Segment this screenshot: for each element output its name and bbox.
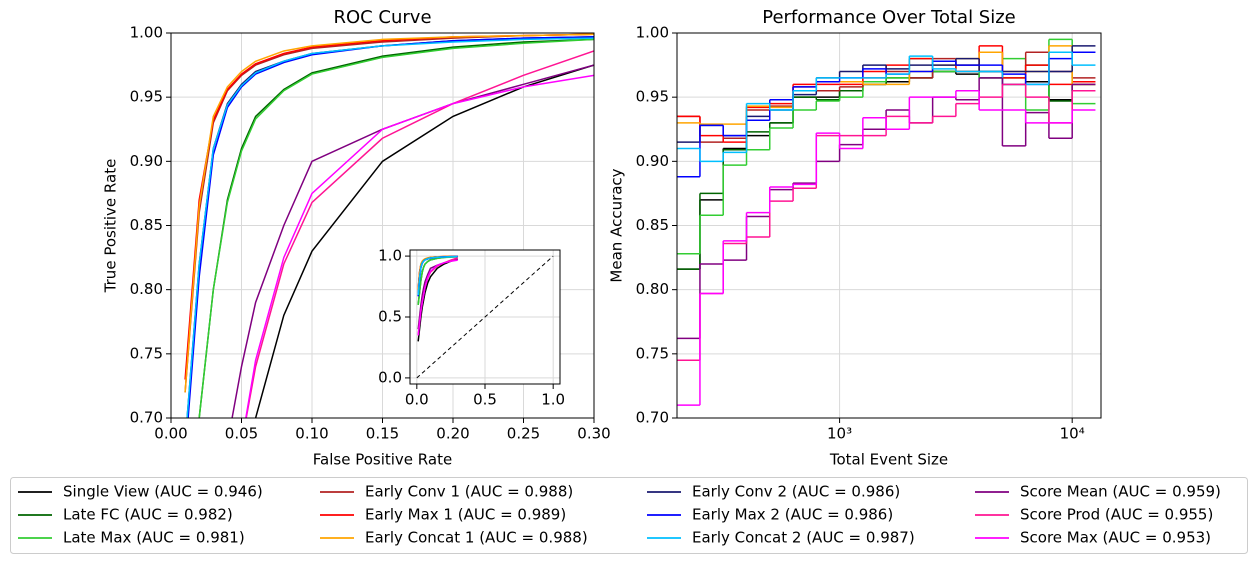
y-tick-label: 0.85: [636, 216, 669, 234]
x-tick-label: 0.25: [507, 425, 540, 443]
y-tick-label: 0.70: [130, 409, 163, 427]
x-tick-label: 0.10: [295, 425, 328, 443]
y-tick-label: 0.70: [636, 409, 669, 427]
x-tick-label: 10³: [827, 425, 852, 443]
plot-frame: [676, 32, 1102, 419]
roc-line: [245, 50, 594, 418]
x-tick-label: 0.15: [366, 425, 399, 443]
y-tick-label: 0.90: [130, 152, 163, 170]
legend-label: Late Max (AUC = 0.981): [63, 529, 245, 547]
plot-frame: [409, 249, 561, 385]
plot-marks: [416, 255, 554, 379]
y-tick-label: 0.5: [378, 308, 402, 326]
legend-label: Single View (AUC = 0.946): [63, 483, 263, 501]
y-tick-label: 1.0: [378, 247, 402, 265]
x-axis-label: Total Event Size: [829, 451, 948, 469]
y-tick-label: 0.90: [636, 152, 669, 170]
y-tick-label: 0.75: [130, 344, 163, 362]
chart-title: Performance Over Total Size: [762, 7, 1016, 28]
x-tick-label: 10⁴: [1060, 425, 1085, 443]
legend-label: Late FC (AUC = 0.982): [63, 506, 233, 524]
inset-roc-line: [417, 255, 458, 296]
y-axis-label: Mean Accuracy: [608, 168, 626, 282]
y-axis-label: True Positive Rate: [102, 159, 120, 294]
y-tick-label: 0.95: [636, 88, 669, 106]
legend-label: Score Max (AUC = 0.953): [1020, 529, 1211, 547]
y-tick-label: 1.00: [130, 24, 163, 42]
y-tick-label: 1.00: [636, 24, 669, 42]
legend-box: [10, 477, 1248, 554]
legend-label: Score Prod (AUC = 0.955): [1020, 506, 1213, 524]
x-tick-label: 0.00: [154, 425, 187, 443]
x-axis-label: False Positive Rate: [313, 451, 452, 469]
legend-label: Early Concat 2 (AUC = 0.987): [692, 529, 915, 547]
chart-title: ROC Curve: [333, 7, 431, 28]
x-tick-label: 0.0: [405, 391, 429, 409]
legend-label: Score Mean (AUC = 0.959): [1020, 483, 1221, 501]
y-tick-label: 0.0: [378, 368, 402, 386]
x-tick-label: 0.30: [577, 425, 610, 443]
x-tick-label: 0.05: [225, 425, 258, 443]
y-tick-label: 0.95: [130, 88, 163, 106]
roc-line: [186, 37, 594, 418]
legend-label: Early Conv 2 (AUC = 0.986): [692, 483, 900, 501]
roc-line: [254, 64, 594, 418]
legend-label: Early Max 2 (AUC = 0.986): [692, 506, 893, 524]
roc-line: [198, 38, 594, 418]
plot-marks: [184, 33, 594, 418]
chance-line: [416, 255, 554, 379]
y-tick-label: 0.75: [636, 344, 669, 362]
x-tick-label: 0.20: [436, 425, 469, 443]
y-tick-label: 0.85: [130, 216, 163, 234]
y-tick-label: 0.80: [130, 280, 163, 298]
y-tick-label: 0.80: [636, 280, 669, 298]
legend-label: Early Conv 1 (AUC = 0.988): [365, 483, 573, 501]
plot-frame: [170, 32, 595, 419]
x-tick-label: 1.0: [541, 391, 565, 409]
plot-marks: [677, 38, 1096, 406]
roc-line: [184, 33, 594, 393]
roc-line: [187, 36, 594, 418]
legend-label: Early Max 1 (AUC = 0.989): [365, 506, 566, 524]
roc-line: [245, 74, 594, 418]
legend-label: Early Concat 1 (AUC = 0.988): [365, 529, 588, 547]
inset-roc-line: [417, 259, 458, 336]
x-tick-label: 0.5: [473, 391, 497, 409]
